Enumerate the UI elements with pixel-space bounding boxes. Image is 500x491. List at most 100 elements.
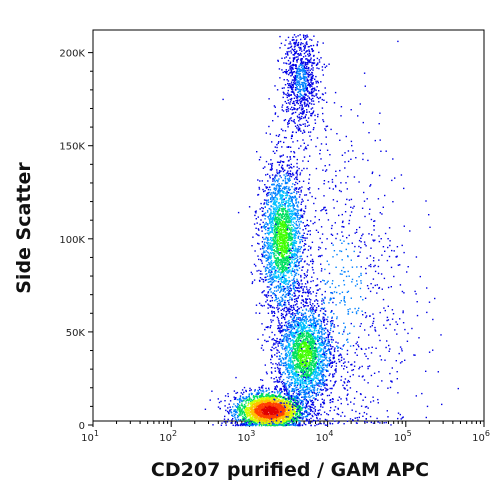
scatter-point (256, 424, 258, 426)
scatter-point (287, 188, 289, 190)
scatter-point (264, 397, 266, 400)
scatter-point (254, 412, 256, 414)
scatter-point (290, 237, 292, 239)
scatter-point (283, 388, 285, 390)
scatter-point (273, 410, 276, 412)
scatter-point (285, 394, 287, 396)
scatter-point (290, 409, 293, 412)
scatter-point (273, 413, 275, 416)
scatter-point (236, 409, 239, 411)
scatter-point (263, 251, 265, 253)
scatter-point (312, 403, 314, 405)
scatter-point (276, 144, 278, 146)
scatter-point (245, 406, 248, 409)
scatter-point (267, 421, 269, 423)
scatter-point (283, 282, 286, 284)
scatter-point (293, 395, 296, 398)
scatter-point (252, 402, 254, 404)
scatter-point (280, 309, 282, 311)
scatter-point (284, 410, 286, 413)
scatter-point (295, 202, 297, 204)
scatter-point (276, 316, 279, 318)
scatter-point (277, 276, 279, 278)
scatter-point (273, 273, 275, 275)
scatter-point (289, 188, 291, 191)
scatter-point (280, 395, 282, 398)
scatter-point (284, 304, 287, 306)
scatter-point (284, 223, 286, 225)
scatter-point (280, 405, 282, 407)
scatter-point (288, 254, 290, 257)
scatter-point (265, 186, 267, 188)
scatter-point (266, 173, 269, 175)
scatter-point (284, 187, 286, 189)
scatter-point (261, 390, 264, 392)
scatter-point (278, 221, 280, 223)
scatter-point (297, 400, 299, 402)
scatter-point (281, 263, 284, 266)
scatter-point (282, 224, 284, 226)
scatter-point (292, 411, 294, 413)
scatter-point (253, 263, 256, 266)
scatter-point (280, 410, 283, 412)
scatter-point (281, 155, 283, 157)
scatter-point (288, 180, 290, 182)
scatter-point (263, 409, 265, 411)
scatter-point (309, 413, 312, 415)
scatter-point (291, 244, 294, 247)
scatter-point (247, 400, 250, 402)
scatter-point (303, 232, 305, 234)
scatter-point (294, 301, 296, 303)
scatter-point (311, 266, 314, 269)
scatter-point (241, 404, 244, 407)
scatter-point (274, 271, 276, 274)
scatter-point (290, 216, 292, 219)
scatter-point (260, 407, 262, 409)
scatter-point (294, 420, 296, 422)
scatter-point (283, 187, 285, 189)
scatter-point (264, 418, 267, 420)
scatter-point (261, 415, 263, 417)
scatter-point (257, 234, 259, 236)
scatter-point (296, 174, 298, 176)
scatter-point (229, 410, 231, 412)
scatter-point (247, 411, 249, 414)
scatter-point (274, 225, 277, 227)
scatter-point (253, 400, 256, 402)
scatter-point (275, 340, 277, 342)
scatter-point (306, 274, 308, 276)
scatter-point (253, 398, 255, 401)
scatter-point (290, 329, 292, 331)
scatter-point (295, 309, 297, 312)
scatter-point (280, 232, 282, 234)
scatter-point (306, 410, 308, 413)
scatter-point (287, 220, 289, 222)
scatter-point (298, 330, 300, 332)
scatter-point (287, 402, 289, 404)
scatter-point (292, 206, 294, 208)
scatter-point (275, 232, 277, 234)
scatter-point (279, 229, 281, 231)
scatter-point (261, 397, 263, 400)
scatter-point (306, 224, 309, 226)
scatter-point (288, 197, 290, 199)
scatter-point (252, 417, 254, 419)
scatter-point (274, 418, 277, 420)
scatter-point (289, 382, 291, 384)
scatter-point (284, 260, 286, 262)
scatter-point (268, 398, 271, 401)
scatter-point (276, 246, 278, 249)
scatter-point (272, 409, 274, 412)
scatter-point (283, 192, 285, 194)
scatter-point (275, 294, 277, 297)
scatter-point (224, 395, 227, 397)
scatter-point (273, 261, 276, 263)
scatter-point (259, 180, 261, 182)
scatter-point (262, 245, 264, 248)
scatter-point (296, 169, 299, 172)
scatter-point (243, 405, 245, 407)
scatter-point (296, 166, 298, 168)
scatter-point (270, 212, 272, 214)
scatter-point (272, 217, 274, 219)
scatter-point (296, 414, 298, 416)
